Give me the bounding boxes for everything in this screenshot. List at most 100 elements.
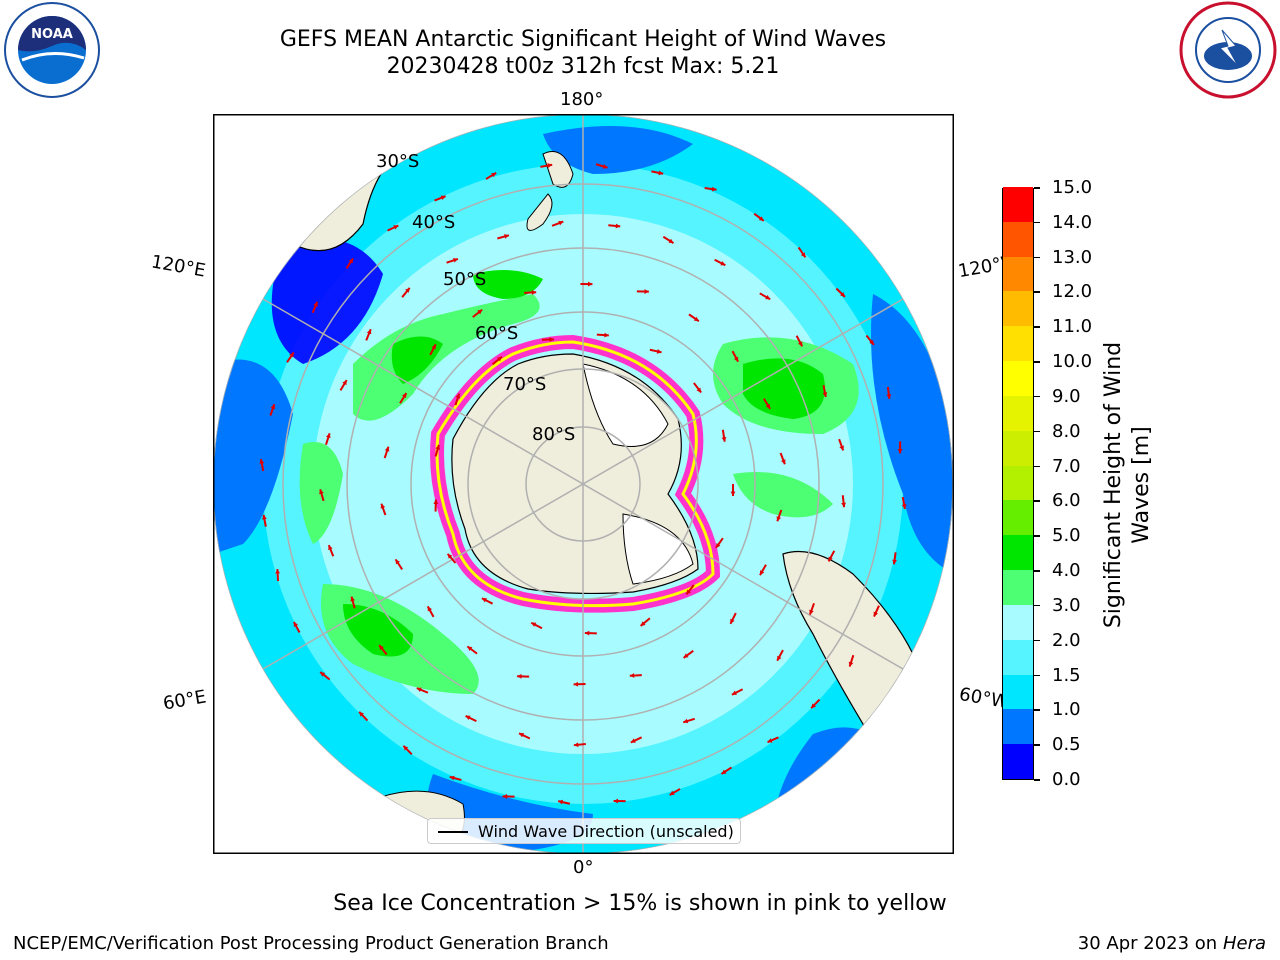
wave-arrow-head (711, 186, 717, 192)
colorbar-band (1003, 395, 1033, 431)
wave-arrow-head (401, 393, 407, 399)
wave-arrow-head (733, 356, 739, 362)
wave-arrow-head (721, 769, 727, 774)
wave-arrow-head (440, 195, 446, 200)
wave-arrow-head (416, 687, 422, 693)
wave-arrow-head (366, 329, 372, 335)
colorbar-band (1003, 360, 1033, 396)
wave-arrow-head (477, 309, 483, 315)
wave-arrow-head (656, 349, 662, 354)
colorbar-band (1003, 674, 1033, 710)
wave-arrow-head (776, 516, 782, 522)
wave-arrow-head (668, 238, 674, 244)
legend-text: Wind Wave Direction (unscaled) (478, 822, 734, 841)
wave-arrow-head (481, 598, 487, 603)
wave-arrow-head (491, 172, 497, 178)
wave-arrow-head (573, 742, 579, 748)
wave-arrow-head (455, 393, 461, 399)
wind-wave-arrows (259, 163, 907, 805)
wave-arrow-head (584, 630, 590, 636)
wave-arrow-head (573, 681, 579, 687)
lon-label-180: 180° (560, 89, 604, 110)
wave-arrow-head (433, 499, 439, 505)
wave-arrow-head (686, 589, 691, 595)
lon-label-60e: 60°E (161, 686, 208, 715)
sea-ice-note: Sea Ice Concentration > 15% is shown in … (333, 891, 947, 916)
colorbar-tick-label: 4.0 (1034, 562, 1081, 580)
wave-arrow-head (328, 545, 333, 551)
wave-arrow-head (259, 459, 265, 464)
colorbar-tick-label: 1.5 (1034, 666, 1081, 685)
wave-arrow-head (547, 163, 553, 168)
wave-arrow-head (431, 344, 436, 350)
colorbar-band (1003, 708, 1033, 745)
wave-arrow-head (811, 703, 816, 709)
wave-arrow-head (886, 394, 892, 399)
wave-arrow-head (730, 618, 735, 624)
wave-arrow-head (293, 621, 299, 627)
wave-arrow-head (403, 745, 409, 751)
wave-arrow-head (405, 287, 410, 293)
wave-arrow-head (758, 216, 764, 221)
wave-arrow-head (869, 339, 874, 345)
nws-logo (1179, 1, 1277, 99)
wave-arrow-head (822, 392, 828, 397)
wave-arrow-head (453, 258, 458, 263)
wave-arrow-head (379, 645, 384, 651)
wave-arrow-head (613, 798, 619, 804)
legend-line-icon (438, 831, 468, 833)
wave-arrow-head (731, 690, 737, 695)
lon-label-0: 0° (573, 857, 594, 878)
wave-arrow-head (759, 570, 765, 576)
colorbar-band (1003, 186, 1033, 222)
colorbar-band (1003, 639, 1033, 675)
colorbar-band (1003, 604, 1033, 640)
wave-arrow-head (683, 718, 689, 724)
colorbar-tick-label: 0.5 (1034, 736, 1081, 754)
wave-arrow-head (800, 252, 806, 258)
lat-label-30s: 30°S (376, 151, 420, 172)
colorbar-label: Significant Height of Wind Waves [m] (1101, 341, 1154, 629)
colorbar-band (1003, 743, 1033, 779)
wave-arrow-head (669, 790, 675, 795)
wave-arrow-head (275, 569, 281, 574)
wave-arrow-head (841, 502, 846, 508)
wave-arrow-head (765, 403, 771, 409)
wave-arrow-head (602, 164, 608, 169)
wave-arrow-head (897, 448, 903, 454)
wave-arrow-head (901, 504, 907, 509)
lat-label-50s: 50°S (443, 269, 487, 290)
wave-arrow-head (319, 489, 324, 495)
wave-arrow-head (449, 775, 455, 781)
wave-arrow-head (809, 609, 814, 615)
wave-arrow-head (350, 596, 355, 602)
wave-arrow-head (380, 503, 386, 509)
colorbar-band (1003, 534, 1033, 571)
wave-arrow-head (730, 491, 736, 496)
wave-arrow-head (393, 225, 399, 230)
wave-arrow-head (658, 170, 664, 176)
wave-arrow-head (781, 459, 786, 465)
colorbar-tick-label: 2.0 (1034, 631, 1081, 650)
wave-arrow-head (604, 332, 609, 338)
polar-map (213, 114, 954, 854)
wave-arrow-head (262, 514, 267, 520)
colorbar-tick-label: 10.0 (1034, 353, 1092, 371)
wave-arrow-head (630, 738, 636, 743)
chart-subtitle-run: 20230428 t00z 312h fcst Max: 5.21 (386, 54, 780, 79)
colorbar-tick-label: 11.0 (1034, 318, 1092, 336)
colorbar-tick-label: 8.0 (1034, 422, 1081, 441)
colorbar-tick-label: 14.0 (1034, 213, 1092, 232)
wave-arrow-head (348, 258, 354, 264)
wave-arrow-head (435, 444, 440, 450)
colorbar (1002, 186, 1034, 780)
wave-arrow-head (517, 673, 522, 679)
wave-arrow-head (696, 387, 702, 393)
wave-arrow-head (873, 611, 879, 617)
lat-label-60s: 60°S (475, 323, 519, 344)
wave-arrow-head (502, 794, 508, 799)
wave-arrow-head (384, 446, 390, 452)
wave-arrow-head (504, 234, 509, 239)
wave-arrow-head (798, 341, 803, 347)
wave-arrow-head (765, 294, 771, 300)
